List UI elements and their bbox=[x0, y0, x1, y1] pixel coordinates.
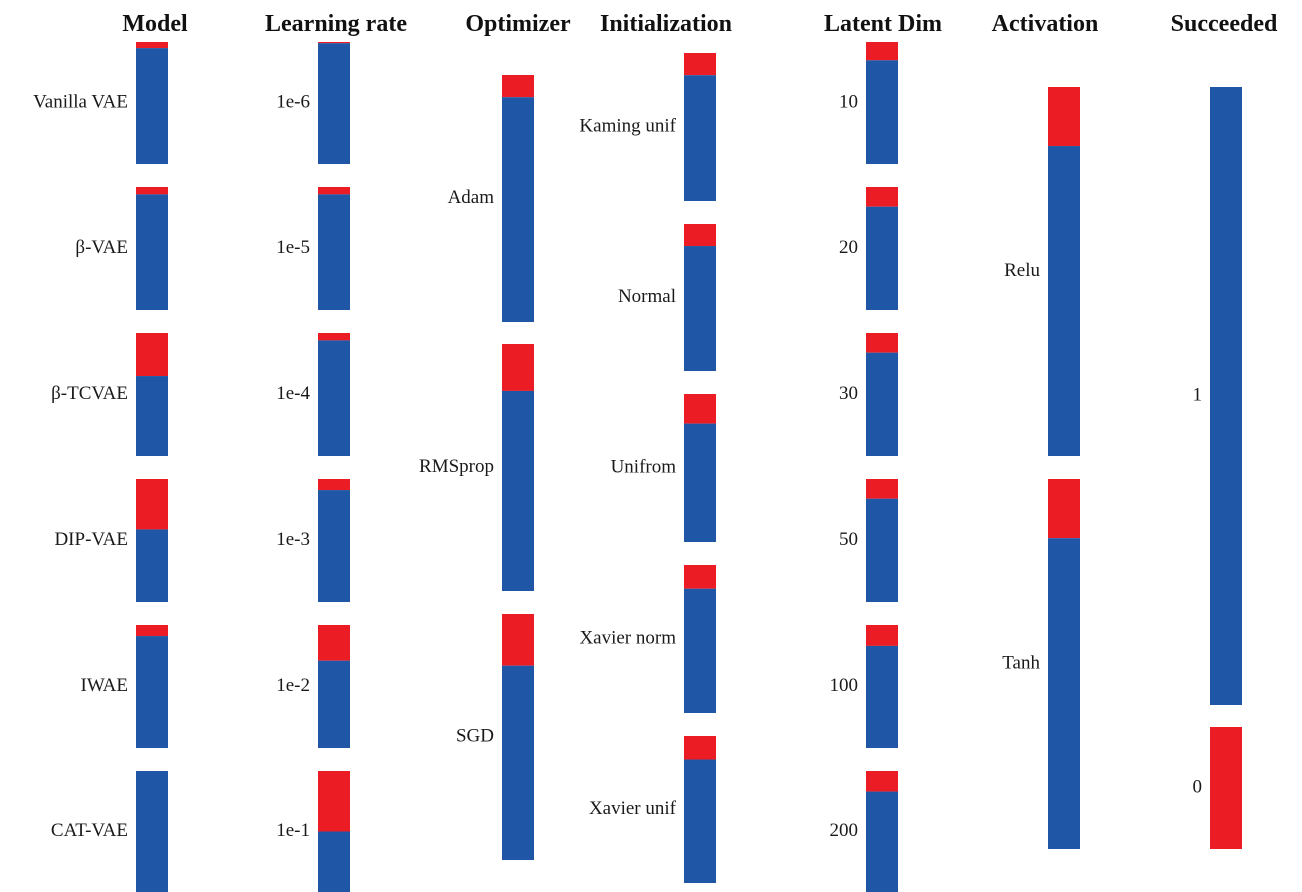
failed-segment bbox=[866, 771, 898, 792]
succeeded-segment bbox=[136, 48, 168, 164]
column-title: Succeeded bbox=[1171, 11, 1278, 37]
failed-segment bbox=[136, 479, 168, 530]
succeeded-segment bbox=[684, 75, 716, 201]
category-label: 10 bbox=[839, 91, 858, 112]
category-label: IWAE bbox=[81, 675, 128, 696]
failed-segment bbox=[684, 224, 716, 247]
category-label: Adam bbox=[448, 187, 495, 208]
category-label: Tanh bbox=[1002, 652, 1040, 673]
succeeded-segment bbox=[866, 60, 898, 164]
succeeded-segment bbox=[866, 791, 898, 892]
failed-segment bbox=[684, 53, 716, 76]
category-label: 1e-5 bbox=[276, 237, 310, 258]
failed-segment bbox=[502, 344, 534, 391]
failed-segment bbox=[318, 771, 350, 832]
category-label: DIP-VAE bbox=[54, 529, 128, 550]
succeeded-segment bbox=[318, 490, 350, 602]
column-title: Activation bbox=[992, 11, 1099, 37]
category-label: 200 bbox=[830, 820, 859, 841]
category-label: β-VAE bbox=[75, 237, 128, 258]
failed-segment bbox=[136, 187, 168, 195]
failed-segment bbox=[1210, 727, 1242, 849]
succeeded-segment bbox=[866, 498, 898, 602]
failed-segment bbox=[684, 394, 716, 424]
category-label: 100 bbox=[830, 675, 859, 696]
succeeded-segment bbox=[1210, 87, 1242, 705]
failed-segment bbox=[866, 333, 898, 353]
succeeded-segment bbox=[1048, 538, 1080, 849]
failed-segment bbox=[866, 479, 898, 499]
category-label: 1e-2 bbox=[276, 675, 310, 696]
column-title: Latent Dim bbox=[824, 11, 942, 37]
succeeded-segment bbox=[318, 340, 350, 456]
succeeded-segment bbox=[502, 390, 534, 591]
category-label: CAT-VAE bbox=[51, 820, 128, 841]
category-label: 1 bbox=[1193, 384, 1203, 405]
category-label: 1e-1 bbox=[276, 820, 310, 841]
succeeded-segment bbox=[684, 588, 716, 713]
column-title: Learning rate bbox=[265, 11, 407, 37]
succeeded-segment bbox=[684, 246, 716, 371]
failed-segment bbox=[502, 75, 534, 98]
failed-segment bbox=[866, 42, 898, 61]
failed-segment bbox=[684, 736, 716, 760]
succeeded-segment bbox=[866, 645, 898, 748]
succeeded-segment bbox=[502, 665, 534, 860]
failed-segment bbox=[502, 614, 534, 666]
category-label: Unifrom bbox=[611, 456, 677, 477]
category-label: Vanilla VAE bbox=[33, 91, 128, 112]
column-title: Initialization bbox=[600, 11, 732, 37]
category-label: 30 bbox=[839, 383, 858, 404]
failed-segment bbox=[318, 42, 350, 44]
succeeded-segment bbox=[318, 43, 350, 164]
succeeded-segment bbox=[684, 759, 716, 883]
column-title: Model bbox=[122, 11, 188, 37]
category-label: Normal bbox=[618, 286, 676, 307]
category-label: 1e-3 bbox=[276, 529, 310, 550]
category-label: Relu bbox=[1004, 260, 1040, 281]
failed-segment bbox=[684, 565, 716, 589]
succeeded-segment bbox=[318, 194, 350, 310]
failed-segment bbox=[318, 187, 350, 195]
succeeded-segment bbox=[136, 194, 168, 310]
failed-segment bbox=[1048, 479, 1080, 539]
failed-segment bbox=[136, 333, 168, 377]
category-label: 20 bbox=[839, 237, 858, 258]
succeeded-segment bbox=[1048, 146, 1080, 457]
category-label: SGD bbox=[456, 725, 494, 746]
category-label: Kaming unif bbox=[579, 115, 676, 136]
failed-segment bbox=[136, 625, 168, 637]
succeeded-segment bbox=[866, 206, 898, 310]
succeeded-segment bbox=[318, 660, 350, 748]
succeeded-segment bbox=[866, 352, 898, 456]
category-label: Xavier norm bbox=[579, 627, 676, 648]
failed-segment bbox=[866, 187, 898, 207]
succeeded-segment bbox=[136, 771, 168, 892]
category-label: 1e-4 bbox=[276, 383, 310, 404]
succeeded-segment bbox=[136, 529, 168, 602]
succeeded-segment bbox=[136, 636, 168, 748]
category-label: RMSprop bbox=[419, 456, 494, 477]
failed-segment bbox=[318, 625, 350, 661]
succeeded-segment bbox=[502, 97, 534, 322]
succeeded-segment bbox=[318, 831, 350, 892]
failed-segment bbox=[318, 333, 350, 341]
category-label: 50 bbox=[839, 529, 858, 550]
column-title: Optimizer bbox=[465, 11, 571, 37]
failed-segment bbox=[866, 625, 898, 646]
failed-segment bbox=[318, 479, 350, 491]
succeeded-segment bbox=[136, 376, 168, 456]
category-label: 0 bbox=[1193, 776, 1203, 797]
failed-segment bbox=[1048, 87, 1080, 147]
category-label: Xavier unif bbox=[589, 798, 677, 819]
category-label: β-TCVAE bbox=[51, 383, 128, 404]
failed-segment bbox=[136, 42, 168, 49]
category-label: 1e-6 bbox=[276, 91, 310, 112]
succeeded-segment bbox=[684, 423, 716, 542]
